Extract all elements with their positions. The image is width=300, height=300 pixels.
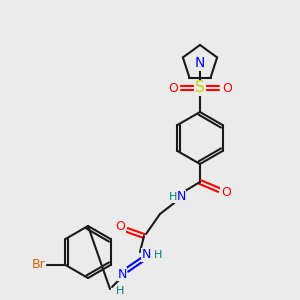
Text: O: O	[221, 185, 231, 199]
Text: O: O	[168, 82, 178, 94]
Text: O: O	[115, 220, 125, 233]
Text: N: N	[176, 190, 186, 203]
Text: Br: Br	[32, 259, 45, 272]
Text: H: H	[116, 286, 124, 296]
Text: N: N	[117, 268, 127, 281]
Text: N: N	[141, 248, 151, 262]
Text: H: H	[169, 192, 177, 202]
Text: S: S	[195, 80, 205, 95]
Text: N: N	[195, 56, 205, 70]
Text: O: O	[222, 82, 232, 94]
Text: H: H	[154, 250, 162, 260]
